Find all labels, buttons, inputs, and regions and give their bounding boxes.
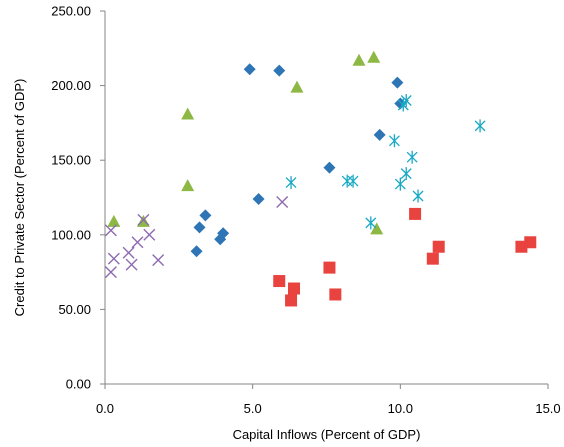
data-point-square	[323, 261, 336, 274]
data-point-triangle	[352, 53, 366, 66]
data-point-triangle	[290, 80, 304, 93]
x-tick-label: 10.0	[388, 401, 413, 416]
x-tick-label: 15.0	[535, 401, 560, 416]
data-point-star	[347, 174, 359, 188]
data-point-diamond	[373, 128, 386, 141]
y-tick-label: 0.00	[66, 377, 91, 392]
data-point-x	[131, 236, 144, 249]
data-point-diamond	[391, 76, 404, 89]
data-point-x	[104, 224, 117, 237]
data-point-star	[397, 98, 409, 112]
data-point-square	[426, 252, 439, 265]
data-point-x	[107, 252, 120, 265]
x-axis-title: Capital Inflows (Percent of GDP)	[233, 427, 421, 442]
data-point-diamond	[273, 64, 286, 77]
x-tick-label: 0.0	[96, 401, 114, 416]
data-point-star	[412, 189, 424, 203]
y-tick-label: 100.00	[51, 227, 91, 242]
data-point-x	[143, 228, 156, 241]
data-point-diamond	[193, 221, 206, 234]
data-point-triangle	[181, 179, 195, 192]
data-points	[104, 50, 537, 307]
data-point-diamond	[252, 192, 265, 205]
data-point-x	[152, 254, 165, 267]
data-point-star	[388, 134, 400, 148]
data-point-square	[329, 288, 342, 301]
data-point-square	[288, 282, 301, 295]
data-point-x	[125, 258, 138, 271]
data-point-star	[285, 176, 297, 190]
y-tick-label: 150.00	[51, 153, 91, 168]
data-point-square	[409, 207, 422, 220]
data-point-diamond	[323, 161, 336, 174]
data-point-star	[341, 174, 353, 188]
y-tick-label: 50.00	[58, 302, 91, 317]
y-tick-label: 200.00	[51, 78, 91, 93]
data-point-star	[400, 167, 412, 181]
data-point-triangle	[181, 107, 195, 120]
data-point-diamond	[199, 209, 212, 222]
data-point-star	[365, 216, 377, 230]
data-point-triangle	[367, 50, 381, 63]
x-tick-label: 5.0	[244, 401, 262, 416]
data-point-x	[104, 266, 117, 279]
data-point-diamond	[243, 63, 256, 76]
data-point-star	[406, 150, 418, 164]
data-point-square	[285, 294, 298, 307]
data-point-triangle	[107, 214, 121, 227]
data-point-triangle	[370, 222, 384, 235]
data-point-star	[474, 119, 486, 133]
data-point-square	[432, 240, 445, 253]
data-point-diamond	[214, 233, 227, 246]
data-point-star	[394, 177, 406, 191]
data-point-x	[276, 195, 289, 208]
y-axis-title: Credit to Private Sector (Percent of GDP…	[12, 79, 27, 317]
data-point-x	[122, 246, 135, 259]
y-axis-ticks: 0.00 50.00 100.00 150.00 200.00 250.00	[51, 4, 105, 392]
x-axis-ticks: 0.0 5.0 10.0 15.0	[96, 384, 561, 416]
y-tick-label: 250.00	[51, 4, 91, 19]
data-point-diamond	[190, 245, 203, 258]
data-point-square	[515, 240, 528, 253]
data-point-x	[137, 213, 150, 226]
data-point-square	[273, 275, 286, 288]
